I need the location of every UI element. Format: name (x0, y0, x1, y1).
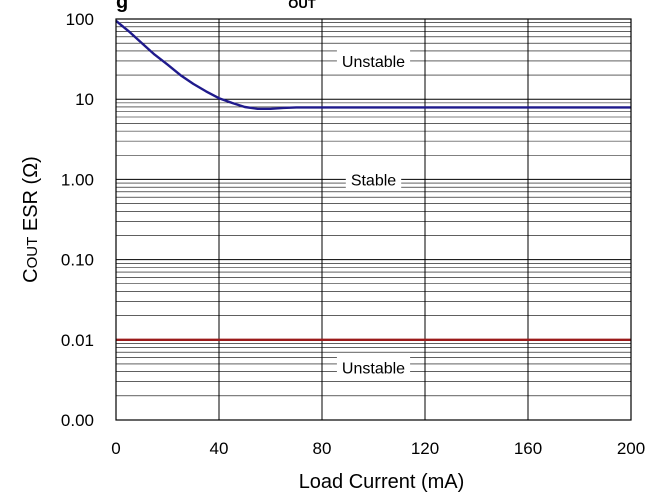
chart-title-fragment: g OUT (116, 0, 316, 13)
y-tick-label: 0.10 (61, 251, 94, 270)
stable-label-bg (345, 168, 402, 191)
y-tick-label: 100 (66, 10, 94, 29)
x-tick-labels: 0 40 80 120 160 200 (111, 439, 645, 458)
series-layer (115, 19, 631, 341)
x-tick-label: 40 (210, 439, 229, 458)
stable-label: Stable (351, 172, 396, 189)
unstable-lower-label: Unstable (342, 361, 405, 378)
plot-frame (115, 18, 632, 421)
y-tick-label: 1.00 (61, 170, 94, 189)
unstable-lower-label-bg (336, 356, 411, 379)
x-axis-title: Load Current (mA) (299, 471, 465, 493)
x-tick-label: 0 (111, 439, 120, 458)
unstable-upper-label: Unstable (342, 54, 405, 71)
x-tick-label: 200 (617, 439, 645, 458)
series-line-0 (115, 19, 631, 110)
y-tick-label: 0.00 (61, 411, 94, 430)
y-tick-labels: 0.00 0.01 0.10 1.00 10 100 (61, 10, 94, 430)
y-axis-title: COUT ESR (Ω) (20, 156, 42, 283)
grid-minor-lines (116, 22, 631, 397)
x-tick-label: 120 (411, 439, 439, 458)
x-tick-label: 80 (313, 439, 332, 458)
y-tick-label: 0.01 (61, 331, 94, 350)
unstable-upper-label-bg (336, 49, 411, 72)
x-tick-label: 160 (514, 439, 542, 458)
y-tick-label: 10 (75, 90, 94, 109)
